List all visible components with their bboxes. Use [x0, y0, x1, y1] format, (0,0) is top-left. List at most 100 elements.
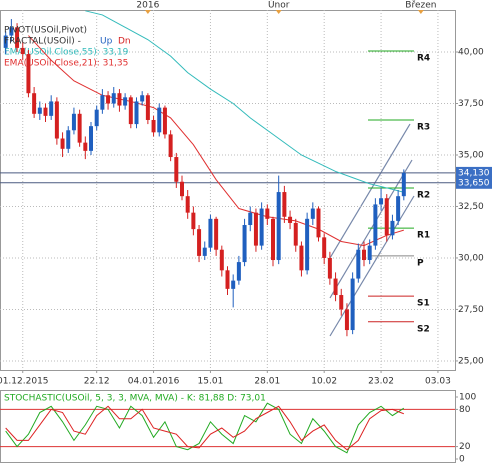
top-marker — [144, 10, 151, 14]
price-label: 33,650 — [458, 178, 490, 188]
candle-body — [151, 119, 156, 133]
x-tick-label: 10.02 — [311, 377, 337, 387]
candle-body — [379, 198, 384, 205]
candle-body — [339, 295, 344, 310]
candle-body — [236, 262, 241, 281]
legend-pivot: PIVOT(USOil,Pivot) — [4, 26, 87, 36]
top-marker — [275, 10, 282, 14]
channel-line — [329, 123, 411, 259]
main-frame — [0, 10, 456, 371]
candle-body — [305, 218, 310, 271]
candle-body — [208, 218, 213, 248]
candle-body — [259, 208, 264, 246]
candle-body — [333, 278, 338, 296]
stoch-tick-label: 20 — [459, 442, 471, 452]
legend-fractal: FRACTAL(USOil) - — [4, 37, 81, 47]
candle-body — [350, 278, 355, 331]
candle-body — [60, 138, 65, 149]
ema-line — [28, 35, 404, 247]
candle-body — [128, 97, 133, 125]
candle-body — [54, 101, 59, 139]
stoch-line — [5, 405, 404, 451]
candle-body — [77, 113, 82, 143]
candle-body — [9, 27, 14, 36]
candle-body — [242, 225, 247, 263]
candle-body — [185, 196, 190, 213]
candle-body — [174, 157, 179, 182]
candle-body — [145, 95, 150, 120]
candle-body — [225, 270, 230, 289]
candle-body — [49, 101, 54, 116]
candle-body — [214, 218, 219, 250]
stoch-tick-label: 100 — [459, 393, 476, 403]
candle-body — [310, 208, 315, 219]
candle-body — [83, 142, 88, 151]
pivot-label: P — [417, 258, 424, 268]
candle-body — [265, 208, 270, 219]
candle-body — [197, 229, 202, 256]
candle-body — [362, 249, 366, 261]
price-box — [456, 176, 492, 189]
x-tick-label: 03.03 — [425, 377, 451, 387]
pivot-label: S2 — [417, 324, 430, 334]
candle-body — [282, 192, 287, 217]
candle-body — [123, 97, 128, 106]
candle-body — [299, 245, 304, 271]
candle-body — [168, 134, 173, 158]
candle-body — [248, 212, 253, 226]
pivot-label: R2 — [417, 190, 430, 200]
candle-body — [140, 95, 145, 102]
candle-body — [15, 27, 20, 48]
y-tick-label: 40,00 — [458, 48, 484, 58]
candle-body — [396, 196, 401, 221]
pivot-label: S1 — [417, 299, 430, 309]
pivot-label: R4 — [417, 53, 430, 63]
x-tick-label: 23.02 — [368, 377, 394, 387]
x-tick-label: 04.01.2016 — [128, 377, 180, 387]
candle-body — [390, 220, 395, 236]
price-box — [456, 166, 492, 179]
candle-body — [293, 222, 298, 246]
top-label: 2016 — [136, 1, 159, 11]
candle-body — [401, 172, 406, 197]
candle-body — [66, 130, 71, 149]
y-tick-label: 25,00 — [458, 356, 484, 366]
candle-body — [3, 35, 8, 48]
candle-body — [384, 198, 389, 236]
y-tick-label: 35,00 — [458, 150, 484, 160]
candle-body — [219, 249, 224, 271]
pivot-label: R3 — [417, 122, 430, 132]
ema-line — [85, 10, 404, 193]
candle-body — [367, 245, 372, 261]
x-tick-label: 22.12 — [84, 377, 110, 387]
stoch-title: STOCHASTIC(USOil, 5, 3, 3, MVA, MVA) - K… — [4, 394, 266, 404]
pivot-label: R1 — [417, 231, 430, 241]
candle-body — [117, 93, 122, 106]
candle-body — [157, 107, 162, 133]
stoch-tick-label: 80 — [459, 405, 471, 415]
candle-body — [20, 47, 25, 55]
candle-body — [106, 95, 111, 104]
candle-body — [37, 107, 42, 114]
candle-body — [134, 101, 139, 125]
candle-body — [162, 107, 167, 135]
candle-body — [89, 126, 93, 151]
candle-body — [322, 237, 327, 258]
legend-ema: EMA(USOil.Close,55): 33,19 — [4, 48, 129, 58]
legend-dn: Dn — [118, 37, 131, 47]
candle-body — [94, 109, 99, 127]
candle-body — [43, 107, 48, 116]
y-tick-label: 30,00 — [458, 253, 484, 263]
legend-ema: EMA(USOil.Close,21): 31,35 — [4, 59, 128, 69]
price-label: 34,130 — [458, 168, 490, 178]
candle-body — [180, 181, 184, 197]
candle-body — [288, 216, 293, 223]
x-tick-label: 01.12.2015 — [0, 377, 49, 387]
candle-body — [26, 54, 31, 94]
candle-body — [271, 218, 275, 261]
candle-body — [100, 95, 105, 110]
candle-body — [327, 257, 332, 279]
candle-body — [71, 113, 76, 131]
